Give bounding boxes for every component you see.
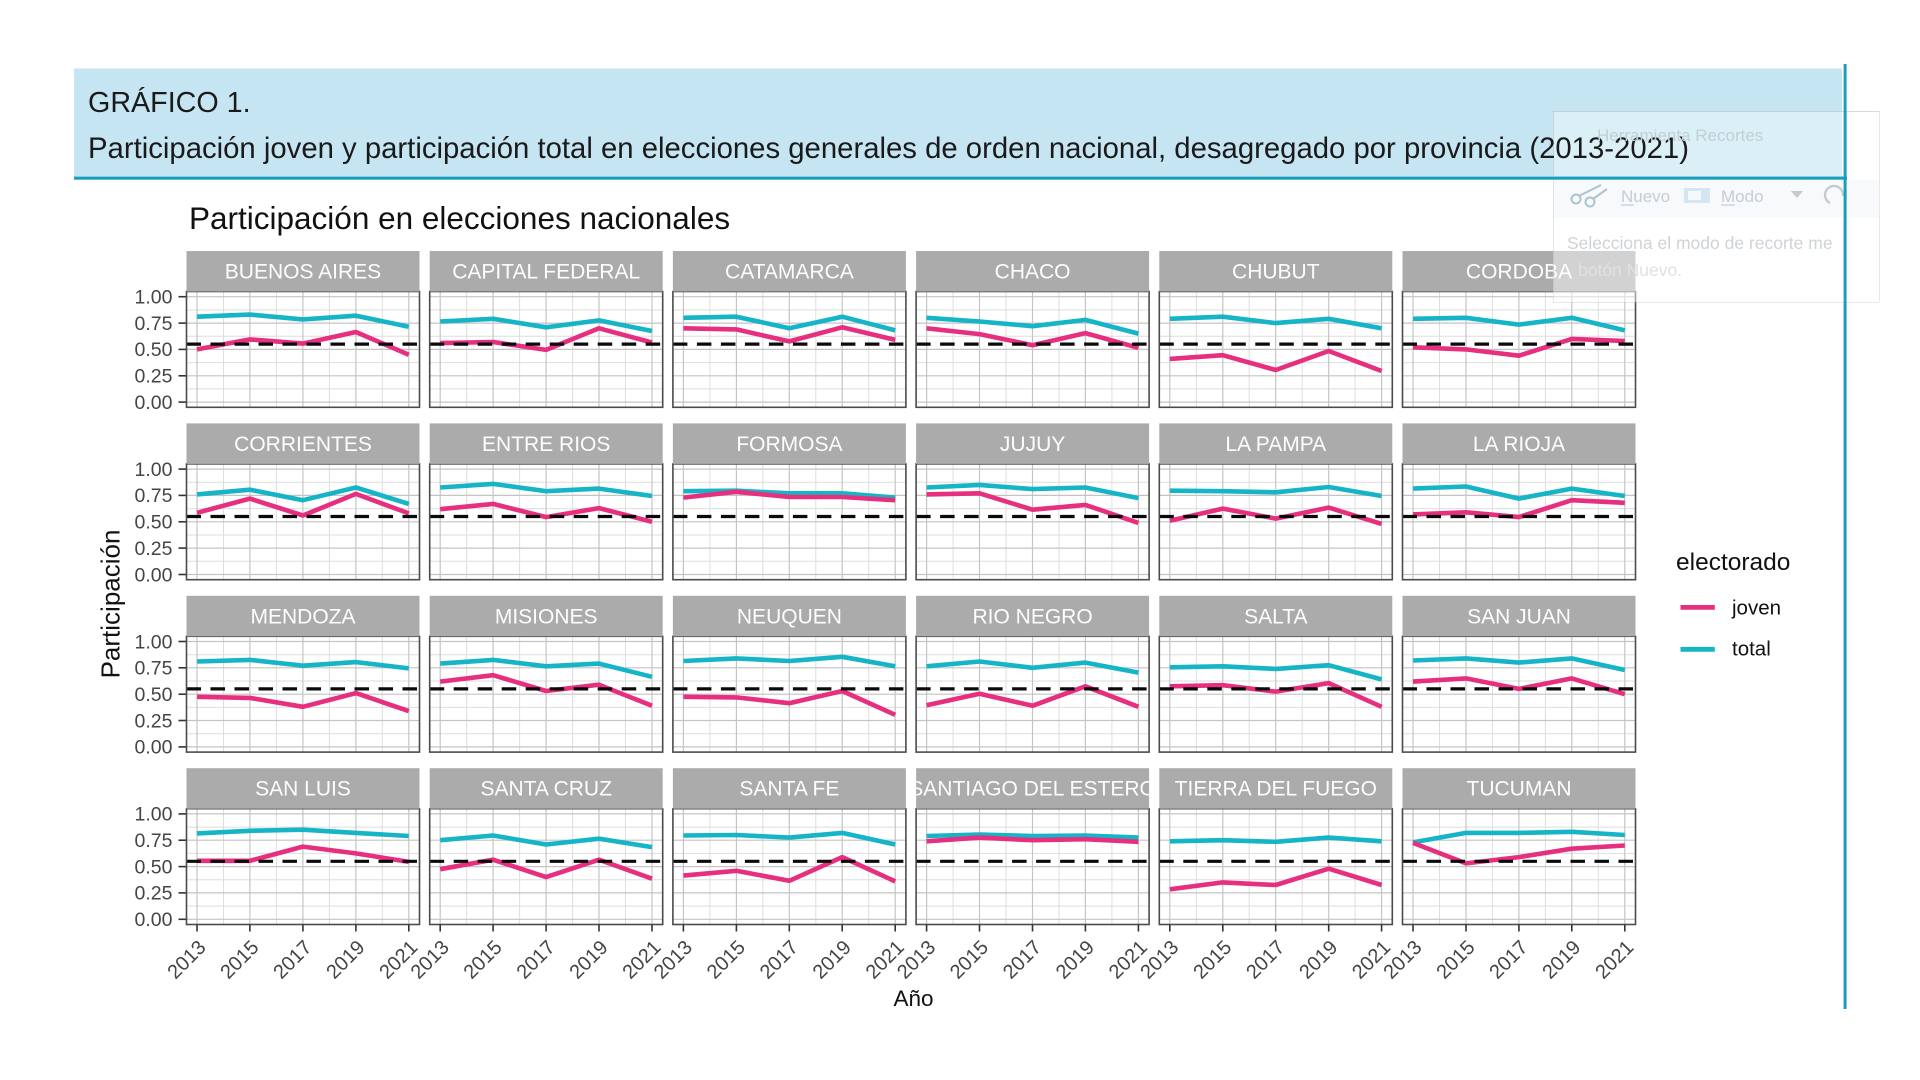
svg-text:Nuevo: Nuevo	[1621, 187, 1670, 206]
svg-text:FORMOSA: FORMOSA	[736, 433, 842, 456]
svg-text:0.50: 0.50	[135, 512, 173, 534]
svg-text:CHACO: CHACO	[995, 261, 1071, 284]
svg-text:Modo: Modo	[1721, 187, 1764, 206]
svg-text:0.00: 0.00	[135, 737, 173, 759]
svg-text:0.25: 0.25	[135, 883, 173, 905]
svg-text:0.75: 0.75	[135, 313, 173, 335]
svg-text:SAN JUAN: SAN JUAN	[1467, 605, 1571, 628]
svg-text:BUENOS AIRES: BUENOS AIRES	[225, 261, 381, 284]
svg-text:SANTA CRUZ: SANTA CRUZ	[480, 778, 612, 801]
svg-text:CATAMARCA: CATAMARCA	[725, 261, 854, 284]
svg-text:joven: joven	[1731, 597, 1781, 620]
svg-text:total: total	[1732, 638, 1771, 661]
svg-text:Año: Año	[893, 986, 933, 1011]
svg-text:Herramienta Recortes: Herramienta Recortes	[1597, 126, 1763, 145]
svg-text:MISIONES: MISIONES	[495, 605, 598, 628]
svg-text:TUCUMAN: TUCUMAN	[1467, 778, 1572, 801]
svg-text:LA PAMPA: LA PAMPA	[1225, 433, 1326, 456]
svg-text:CORDOBA: CORDOBA	[1466, 261, 1572, 284]
svg-text:1.00: 1.00	[135, 804, 173, 826]
svg-text:CHUBUT: CHUBUT	[1232, 261, 1320, 284]
svg-text:LA RIOJA: LA RIOJA	[1473, 433, 1565, 456]
svg-text:0.00: 0.00	[135, 909, 173, 931]
svg-text:MENDOZA: MENDOZA	[251, 605, 356, 628]
svg-text:0.50: 0.50	[135, 856, 173, 878]
svg-text:0.25: 0.25	[135, 710, 173, 732]
svg-text:0.50: 0.50	[135, 684, 173, 706]
svg-text:0.00: 0.00	[135, 564, 173, 586]
svg-text:SANTA FE: SANTA FE	[739, 778, 839, 801]
svg-text:TIERRA DEL FUEGO: TIERRA DEL FUEGO	[1175, 778, 1377, 801]
svg-text:SALTA: SALTA	[1244, 605, 1307, 628]
svg-text:SANTIAGO DEL ESTERO: SANTIAGO DEL ESTERO	[909, 778, 1156, 801]
svg-text:1.00: 1.00	[135, 287, 173, 309]
svg-text:Participación joven y particip: Participación joven y participación tota…	[88, 132, 1689, 165]
svg-text:0.75: 0.75	[135, 485, 173, 507]
svg-text:ENTRE RIOS: ENTRE RIOS	[482, 433, 610, 456]
svg-text:Selecciona el modo de recorte: Selecciona el modo de recorte me	[1567, 233, 1833, 253]
svg-text:0.50: 0.50	[135, 339, 173, 361]
svg-text:electorado: electorado	[1676, 549, 1790, 576]
svg-text:SAN LUIS: SAN LUIS	[255, 778, 351, 801]
svg-text:Participación: Participación	[96, 530, 126, 679]
svg-text:CAPITAL FEDERAL: CAPITAL FEDERAL	[452, 261, 640, 284]
svg-text:1.00: 1.00	[135, 459, 173, 481]
svg-text:RIO NEGRO: RIO NEGRO	[973, 605, 1093, 628]
svg-text:Participación en elecciones na: Participación en elecciones nacionales	[189, 200, 730, 236]
svg-text:0.75: 0.75	[135, 830, 173, 852]
svg-text:1.00: 1.00	[135, 631, 173, 653]
svg-text:GRÁFICO 1.: GRÁFICO 1.	[88, 86, 251, 119]
svg-text:0.75: 0.75	[135, 658, 173, 680]
svg-text:JUJUY: JUJUY	[1000, 433, 1065, 456]
svg-text:NEUQUEN: NEUQUEN	[737, 605, 842, 628]
svg-text:botón Nuevo.: botón Nuevo.	[1578, 260, 1682, 280]
svg-text:0.25: 0.25	[135, 538, 173, 560]
svg-text:0.25: 0.25	[135, 366, 173, 388]
svg-text:0.00: 0.00	[135, 392, 173, 414]
svg-text:CORRIENTES: CORRIENTES	[234, 433, 372, 456]
